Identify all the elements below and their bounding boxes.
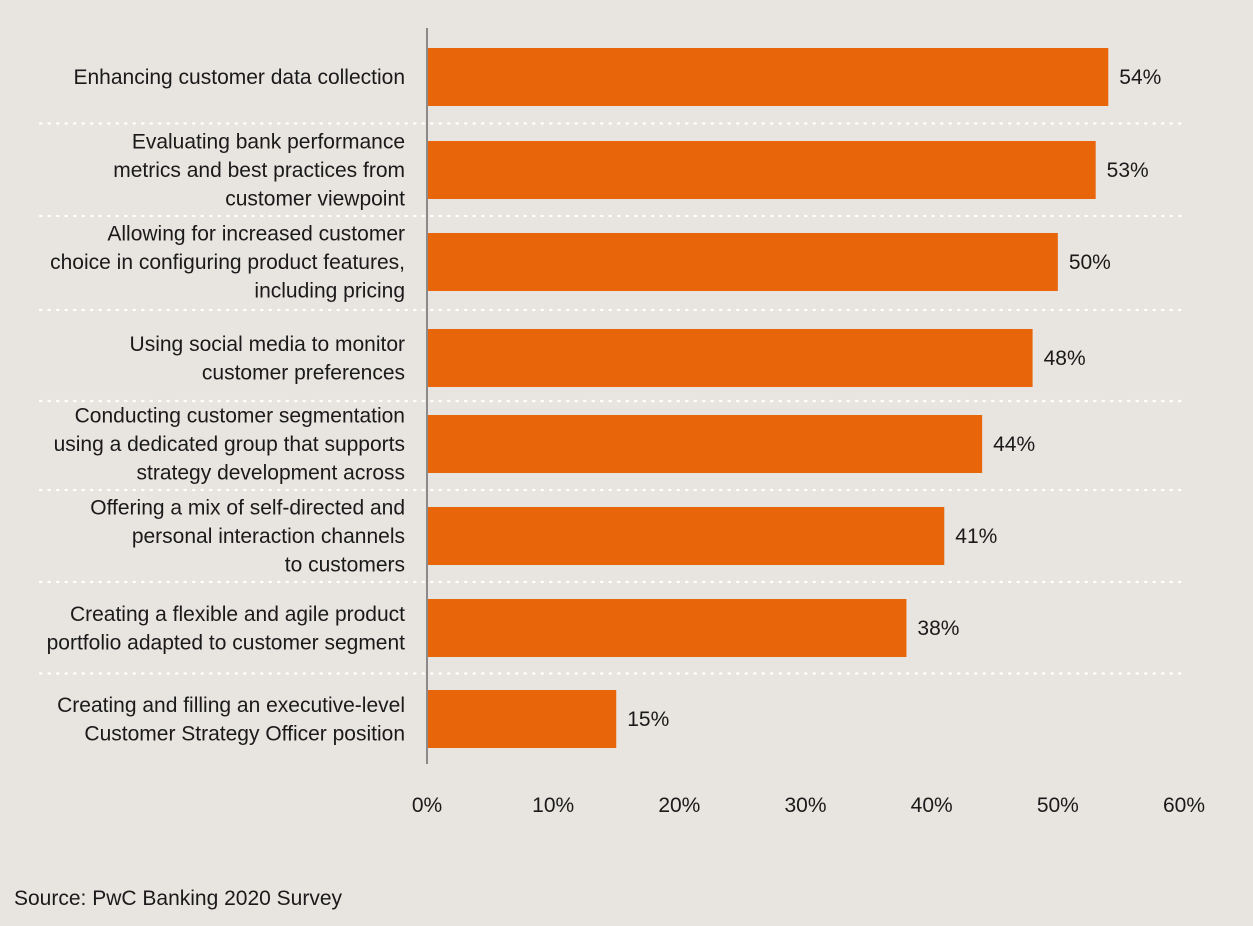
category-label: Creating and filling an executive-level C… <box>57 694 405 746</box>
category-label-line: including pricing <box>254 280 405 303</box>
category-label-line: personal interaction channels <box>132 525 405 548</box>
category-label-line: Using social media to monitor <box>130 333 405 356</box>
value-label: 50% <box>1069 251 1111 274</box>
bar <box>427 690 617 748</box>
bar <box>427 507 945 565</box>
category-label: Offering a mix of self-directed and perso… <box>90 497 405 577</box>
bar <box>427 233 1058 291</box>
value-label: 54% <box>1119 66 1161 89</box>
category-label-line: Customer Strategy Officer position <box>84 722 405 745</box>
x-tick-label: 20% <box>658 794 700 817</box>
category-label: Conducting customer segmentation using a … <box>54 405 405 485</box>
category-label-line: metrics and best practices from <box>113 159 405 182</box>
category-label-line: Allowing for increased customer <box>107 223 405 246</box>
category-label: Evaluating bank performance metrics and b… <box>113 131 405 211</box>
x-tick-label: 0% <box>412 794 442 817</box>
category-label-line: customer preferences <box>202 361 405 384</box>
row-separators <box>38 122 1186 675</box>
bar <box>427 48 1109 106</box>
category-label-line: Offering a mix of self-directed and <box>90 497 405 520</box>
value-label: 41% <box>955 525 997 548</box>
bars-group <box>427 48 1109 748</box>
value-label: 53% <box>1107 159 1149 182</box>
bar <box>427 141 1096 199</box>
category-label-line: portfolio adapted to customer segment <box>47 631 406 654</box>
category-label-line: Conducting customer segmentation <box>75 405 405 428</box>
category-labels-group: Enhancing customer data collection Evalua… <box>47 66 406 745</box>
value-labels-group: 54% 53% 50% 48% 44% 41% 38% 15% <box>627 66 1161 731</box>
x-axis-tick-labels: 0% 10% 20% 30% 40% 50% 60% <box>412 794 1205 817</box>
category-label: Allowing for increased customer choice in… <box>50 223 405 303</box>
category-label-line: choice in configuring product features, <box>50 251 405 274</box>
category-label: Using social media to monitor customer pr… <box>130 333 405 385</box>
bar <box>427 415 983 473</box>
x-tick-label: 50% <box>1037 794 1079 817</box>
x-tick-label: 30% <box>784 794 826 817</box>
category-label-line: Creating a flexible and agile product <box>70 603 405 626</box>
value-label: 15% <box>627 708 669 731</box>
x-tick-label: 10% <box>532 794 574 817</box>
category-label: Enhancing customer data collection <box>73 66 405 89</box>
category-label-line: Enhancing customer data collection <box>73 66 405 89</box>
x-tick-label: 60% <box>1163 794 1205 817</box>
source-note: Source: PwC Banking 2020 Survey <box>14 887 343 910</box>
category-label-line: Evaluating bank performance <box>132 131 405 154</box>
value-label: 38% <box>917 617 959 640</box>
value-label: 48% <box>1044 347 1086 370</box>
value-label: 44% <box>993 433 1035 456</box>
category-label: Creating a flexible and agile product por… <box>47 603 406 655</box>
category-label-line: Creating and filling an executive-level <box>57 694 405 717</box>
category-label-line: using a dedicated group that supports <box>54 433 405 456</box>
bar <box>427 329 1033 387</box>
x-tick-label: 40% <box>911 794 953 817</box>
bar <box>427 599 907 657</box>
category-label-line: customer viewpoint <box>225 188 405 211</box>
category-label-line: to customers <box>285 554 405 577</box>
category-label-line: strategy development across <box>137 462 405 485</box>
